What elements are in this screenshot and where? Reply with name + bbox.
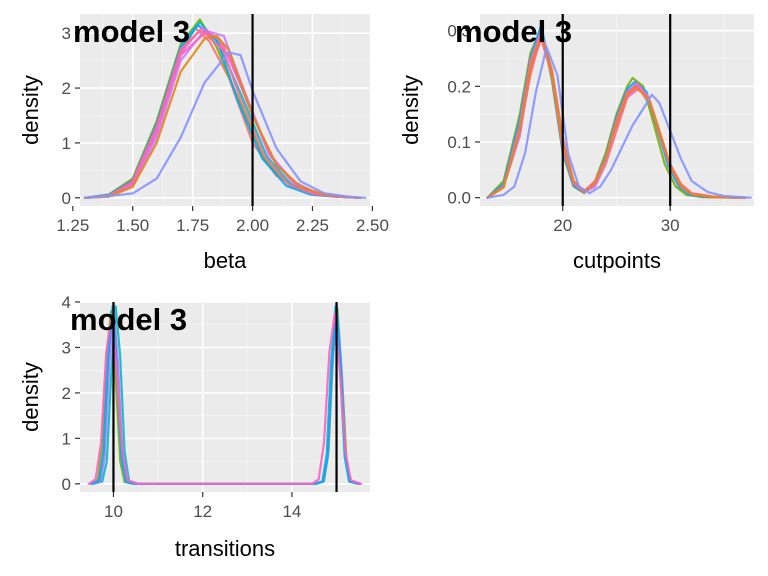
y-tick-label: 0.0	[447, 189, 471, 208]
y-axis-title: density	[398, 75, 423, 145]
y-tick-label: 0.2	[447, 77, 471, 96]
y-tick-label: 0	[62, 189, 71, 208]
x-tick-label: 2.25	[296, 216, 329, 235]
y-tick-label: 4	[62, 293, 71, 312]
x-tick-label: 2.00	[236, 216, 269, 235]
y-axis-title: density	[18, 362, 43, 432]
y-tick-label: 2	[62, 79, 71, 98]
y-tick-label: 0.1	[447, 133, 471, 152]
x-tick-label: 12	[193, 502, 212, 521]
density-line-series-6	[87, 312, 363, 485]
density-lines	[87, 303, 363, 485]
y-tick-label: 2	[62, 384, 71, 403]
density-line-series-10	[83, 51, 367, 199]
panel-title: model 3	[70, 302, 187, 337]
density-line-series-9	[83, 34, 362, 199]
y-tick-label: 3	[62, 24, 71, 43]
y-tick-label: 1	[62, 429, 71, 448]
density-lines	[486, 24, 752, 199]
x-tick-label: 10	[104, 502, 123, 521]
x-tick-label: 14	[282, 502, 301, 521]
y-tick-label: 1	[62, 134, 71, 153]
x-tick-label: 20	[553, 216, 572, 235]
density-lines	[83, 18, 367, 199]
x-tick-label: 1.25	[56, 216, 89, 235]
y-axis-title: density	[18, 75, 43, 145]
x-tick-label: 30	[661, 216, 680, 235]
chart-panel-1: 1.25 1.50 1.75 2.00 2.25 2.50 0 1 2 3 beta density m…	[18, 14, 389, 273]
density-line-series-10	[486, 46, 752, 199]
y-tick-label: 3	[62, 338, 71, 357]
panel-title: model 3	[73, 14, 190, 49]
density-line-series-9	[486, 35, 747, 199]
panel-title: model 3	[455, 14, 572, 49]
x-tick-label: 1.50	[116, 216, 149, 235]
x-axis-title: cutpoints	[573, 248, 661, 273]
y-tick-label: 0	[62, 475, 71, 494]
chart-panel-2: 20 30 0.0 0.1 0.2 0.3 cutpoints density model 3	[398, 14, 754, 273]
x-axis-title: transitions	[175, 536, 275, 561]
y-tick-label: 0.3	[447, 22, 471, 41]
x-axis-title: beta	[204, 248, 248, 273]
x-tick-label: 2.50	[356, 216, 389, 235]
x-tick-label: 1.75	[176, 216, 209, 235]
